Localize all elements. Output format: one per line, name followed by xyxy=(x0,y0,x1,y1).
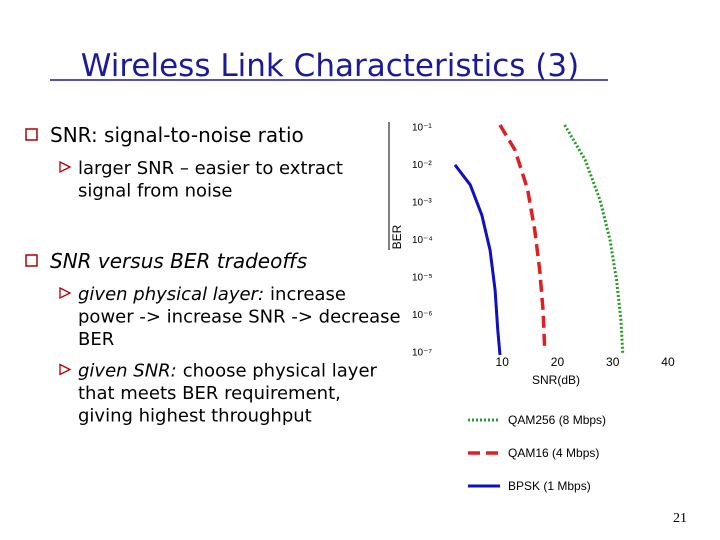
sub-bullet-marker xyxy=(59,286,72,300)
sub-bullet-text: giving highest throughput xyxy=(78,406,312,427)
sub-bullet-lead: given physical layer: xyxy=(78,284,264,305)
sub-bullet-text: that meets BER requirement, xyxy=(78,383,341,404)
series-line xyxy=(563,124,625,354)
sub-bullet-lead: given SNR: xyxy=(78,361,177,382)
y-tick-label: 10⁻⁶ xyxy=(412,310,433,321)
y-tick-label: 10⁻³ xyxy=(412,198,432,209)
sub-bullet-line: given SNR: choose physical layer xyxy=(78,361,378,382)
bullet-marker xyxy=(25,254,38,267)
sub-bullet-text: larger SNR – easier to extract xyxy=(78,158,343,179)
bullet-marker xyxy=(25,128,38,141)
sub-bullet-line: power -> increase SNR -> decrease xyxy=(78,307,401,328)
y-tick-label: 10⁻⁵ xyxy=(412,272,433,283)
x-tick-label: 10 xyxy=(496,355,510,369)
y-axis-label: BER xyxy=(390,224,404,249)
x-tick-label: 40 xyxy=(661,355,675,369)
y-tick-label: 10⁻⁷ xyxy=(412,347,432,358)
sub-bullet-line: given physical layer: increase xyxy=(78,284,346,305)
legend-label: QAM16 (4 Mbps) xyxy=(508,446,599,460)
sub-bullet-text: power -> increase SNR -> decrease xyxy=(78,307,401,328)
y-tick-label: 10⁻⁴ xyxy=(412,235,433,246)
x-tick-label: 30 xyxy=(606,355,620,369)
page-number: 21 xyxy=(673,511,687,526)
sub-bullet-text: increase xyxy=(270,284,346,305)
sub-bullet-line: that meets BER requirement, xyxy=(78,383,341,404)
slide-title: Wireless Link Characteristics (3) xyxy=(81,48,579,84)
bullet-text: SNR versus BER tradeoffs xyxy=(50,249,307,273)
x-axis-label: SNR(dB) xyxy=(532,373,580,387)
sub-bullet-text: signal from noise xyxy=(78,181,232,202)
sub-bullet-marker xyxy=(59,363,72,376)
sub-bullet-line: signal from noise xyxy=(78,181,232,202)
y-tick-label: 10⁻² xyxy=(412,160,432,171)
series-line xyxy=(498,124,547,352)
legend-label: BPSK (1 Mbps) xyxy=(508,479,591,493)
sub-bullet-text: choose physical layer xyxy=(183,361,378,382)
sub-bullet-line: larger SNR – easier to extract xyxy=(78,158,343,179)
sub-bullet-line: giving highest throughput xyxy=(78,406,312,427)
x-tick-label: 20 xyxy=(551,355,565,369)
y-tick-label: 10⁻¹ xyxy=(412,123,432,134)
sub-bullet-text: BER xyxy=(78,329,114,350)
bullet-text: SNR: signal-to-noise ratio xyxy=(50,123,304,147)
sub-bullet-marker xyxy=(59,160,72,174)
sub-bullet-line: BER xyxy=(78,329,114,350)
series-line xyxy=(453,163,502,356)
legend-label: QAM256 (8 Mbps) xyxy=(508,413,606,427)
